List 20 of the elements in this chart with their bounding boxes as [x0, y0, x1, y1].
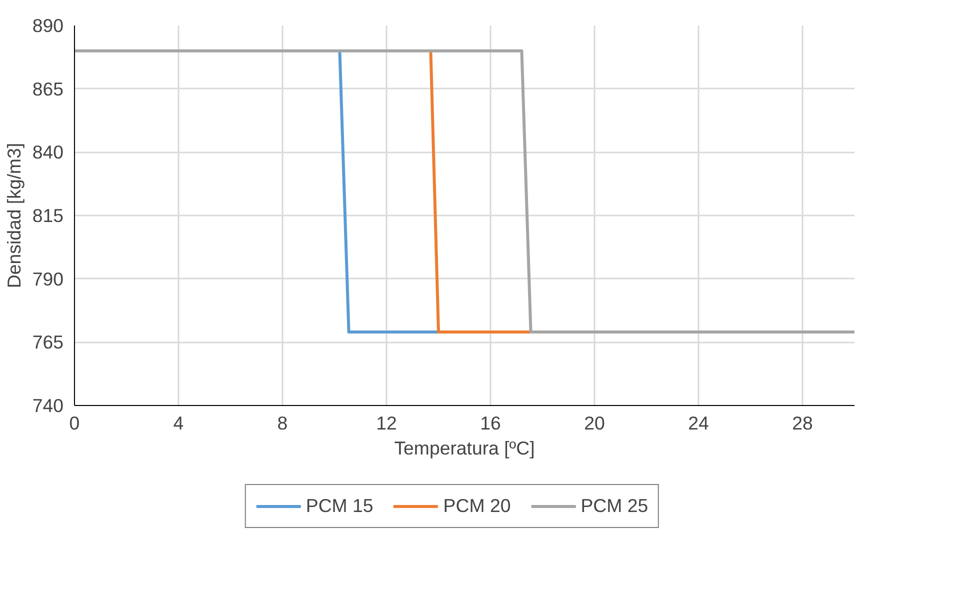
y-tick-label: 890 [32, 15, 64, 36]
x-axis-title: Temperatura [ºC] [394, 438, 535, 458]
x-tick-label: 20 [584, 412, 605, 434]
x-tick-label: 4 [173, 412, 184, 434]
y-tick-label: 765 [32, 332, 64, 353]
y-tick-label: 865 [32, 78, 64, 100]
x-tick-label: 24 [688, 412, 709, 434]
legend-label: PCM 20 [443, 495, 511, 517]
y-tick-label: 840 [32, 142, 64, 163]
y-tick-label: 790 [32, 268, 64, 290]
legend-label: PCM 15 [306, 495, 374, 517]
x-tick-label: 8 [277, 412, 288, 434]
y-axis-title: Densidad [kg/m3] [3, 142, 24, 288]
x-tick-label: 12 [376, 412, 397, 434]
x-tick-label: 28 [792, 412, 813, 434]
y-tick-label: 815 [32, 205, 64, 226]
x-tick-label: 16 [480, 412, 501, 434]
legend-label: PCM 25 [580, 495, 648, 517]
y-tick-label: 740 [32, 395, 64, 416]
x-tick-label: 0 [69, 412, 80, 434]
